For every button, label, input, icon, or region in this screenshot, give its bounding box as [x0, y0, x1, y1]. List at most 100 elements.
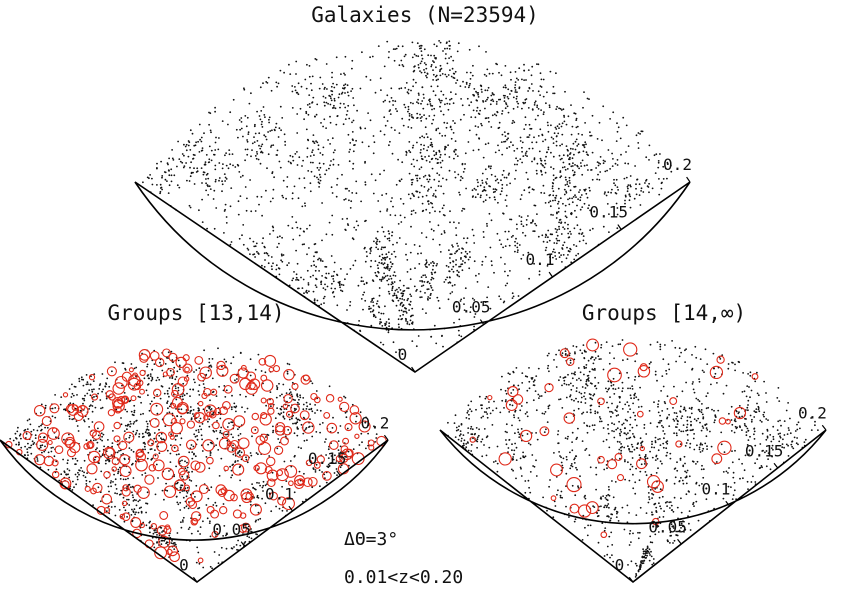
galaxy-point [253, 141, 256, 144]
galaxy-point [624, 460, 626, 463]
galaxy-point [256, 110, 258, 113]
galaxy-point [686, 426, 688, 429]
group-circle [283, 369, 295, 381]
galaxy-point [181, 484, 184, 487]
galaxy-point [415, 290, 417, 292]
galaxy-point [465, 446, 468, 449]
galaxy-point [146, 432, 149, 435]
galaxy-point [293, 271, 295, 273]
galaxy-point [230, 362, 233, 365]
galaxy-point [420, 143, 422, 146]
galaxy-point [676, 415, 679, 418]
galaxy-point [355, 180, 358, 183]
galaxy-point [665, 167, 667, 170]
galaxy-point [609, 556, 611, 559]
galaxy-point [187, 140, 190, 142]
galaxy-point [661, 410, 664, 412]
group-circle [84, 485, 91, 492]
group-circle [179, 418, 186, 425]
galaxy-point [379, 318, 382, 321]
galaxy-point [335, 462, 337, 464]
galaxy-point [268, 455, 271, 457]
galaxy-point [505, 194, 508, 197]
galaxy-point [410, 213, 413, 216]
galaxy-point [579, 196, 582, 199]
galaxy-point [629, 175, 632, 177]
galaxy-point [346, 217, 348, 220]
galaxy-point [532, 465, 534, 467]
galaxy-point [161, 369, 164, 372]
galaxy-point [124, 369, 127, 371]
galaxy-point [99, 500, 102, 503]
galaxy-point [314, 269, 317, 272]
galaxy-point [246, 197, 248, 200]
galaxy-point [472, 149, 475, 152]
galaxy-point [680, 417, 683, 420]
galaxy-point [654, 459, 657, 461]
group-circle [106, 366, 117, 377]
galaxy-point [176, 482, 179, 485]
group-circle [66, 448, 77, 458]
galaxy-point [88, 389, 91, 391]
galaxy-point [155, 440, 157, 443]
galaxy-point [573, 458, 575, 461]
galaxy-point [569, 248, 572, 251]
galaxy-point [608, 352, 611, 354]
galaxy-point [254, 429, 257, 431]
galaxy-point [173, 446, 176, 449]
galaxy-point [555, 72, 557, 75]
group-circle [240, 364, 247, 371]
galaxy-point [340, 283, 343, 286]
galaxy-point [460, 175, 462, 178]
galaxy-point [512, 119, 514, 122]
galaxy-point [383, 266, 386, 269]
galaxy-point [309, 403, 311, 406]
galaxy-point [515, 97, 518, 100]
group-circle [323, 411, 331, 419]
galaxy-point [412, 209, 415, 212]
galaxy-point [398, 286, 400, 289]
galaxy-point [487, 117, 490, 119]
galaxy-point [359, 330, 362, 332]
galaxy-point [184, 460, 186, 463]
galaxy-point [654, 533, 657, 536]
galaxy-point [190, 480, 193, 482]
galaxy-point [733, 431, 736, 434]
group-circle [246, 381, 256, 390]
galaxy-point [432, 193, 435, 195]
galaxy-point [424, 174, 427, 177]
galaxy-point [602, 440, 605, 443]
galaxy-point [549, 70, 552, 73]
galaxy-point [568, 179, 571, 182]
galaxy-point [566, 246, 568, 249]
galaxy-point [382, 343, 385, 346]
group-circle [265, 456, 276, 467]
galaxy-point [554, 199, 557, 202]
galaxy-point [504, 284, 507, 287]
galaxy-point [460, 252, 463, 254]
galaxy-point [240, 121, 243, 123]
galaxy-point [114, 361, 116, 364]
galaxy-point [494, 460, 497, 462]
galaxy-point [702, 468, 705, 471]
group-circle [202, 439, 215, 452]
galaxy-point [372, 152, 375, 155]
group-circle [89, 429, 97, 437]
galaxy-point [331, 93, 333, 96]
group-circle [245, 491, 254, 501]
galaxy-point [472, 64, 474, 67]
galaxy-point [230, 433, 233, 436]
galaxy-point [626, 185, 629, 188]
galaxy-point [505, 443, 508, 446]
galaxy-point [697, 398, 699, 401]
galaxy-point [649, 489, 652, 491]
galaxy-point [504, 65, 507, 67]
galaxy-point [178, 364, 181, 367]
galaxy-point [186, 461, 188, 464]
galaxy-point [215, 444, 218, 446]
galaxy-point [782, 438, 784, 441]
galaxy-point [556, 105, 558, 108]
galaxy-point [261, 120, 263, 123]
galaxy-point [262, 82, 264, 85]
group-circle [171, 389, 179, 398]
